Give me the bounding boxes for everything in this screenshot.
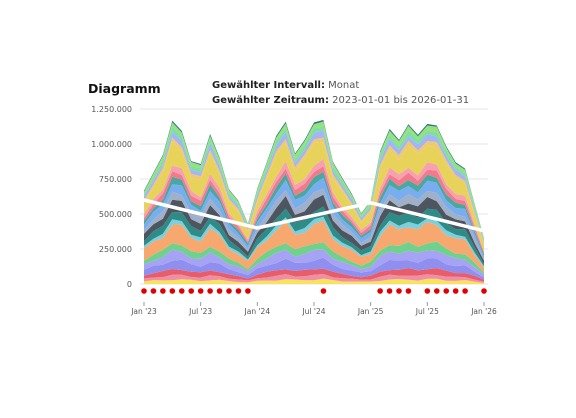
- marker-point: [386, 288, 393, 294]
- range-info: Gewählter Zeitraum: 2023-01-01 bis 2026-…: [212, 95, 469, 106]
- axis-layer: 0 250.000 500.000 750.000 1.000.000 1.250.000…: [91, 105, 497, 316]
- marker-point: [481, 288, 487, 294]
- x-tick-label: Jan '25: [357, 307, 384, 316]
- marker-point: [424, 288, 431, 294]
- area-series-10: [144, 194, 484, 264]
- marker-point: [188, 288, 195, 294]
- marker-point: [141, 288, 147, 294]
- area-series-9: [144, 206, 484, 267]
- area-layer: [144, 119, 484, 284]
- x-tick-label: Jul '23: [188, 307, 212, 316]
- y-tick-label: 250.000: [99, 245, 132, 254]
- area-series-3: [144, 268, 484, 282]
- y-tick-label: 0: [127, 280, 132, 289]
- trend-line: [142, 198, 486, 233]
- x-tick-label: Jan '23: [130, 307, 157, 316]
- area-series-6: [144, 241, 484, 275]
- x-tick-label: Jan '26: [470, 307, 497, 316]
- area-series-7: [144, 220, 484, 273]
- marker-point: [443, 288, 450, 294]
- trend-layer: [142, 198, 486, 233]
- marker-point: [216, 288, 223, 294]
- marker-point: [235, 288, 242, 294]
- y-tick-label: 1.000.000: [91, 140, 132, 149]
- marker-point: [377, 288, 383, 294]
- interval-value: Monat: [328, 80, 360, 91]
- marker-point: [405, 288, 412, 294]
- range-label: Gewählter Zeitraum:: [212, 95, 329, 106]
- area-series-1: [144, 278, 484, 284]
- y-tick-label: 750.000: [99, 175, 132, 184]
- x-tick-label: Jul '24: [301, 307, 325, 316]
- area-series-8: [144, 216, 484, 268]
- interval-info: Gewählter Intervall: Monat: [212, 80, 359, 91]
- area-series-16: [144, 141, 484, 252]
- area-series-18: [144, 130, 484, 244]
- marker-point: [207, 288, 213, 294]
- area-series-15: [144, 158, 484, 253]
- area-series-4: [144, 257, 484, 280]
- marker-point: [462, 288, 468, 294]
- x-tick-label: Jul '25: [415, 307, 439, 316]
- area-series-14: [144, 166, 484, 255]
- marker-point: [320, 288, 327, 294]
- marker-point: [452, 288, 459, 294]
- marker-point: [433, 288, 440, 294]
- y-tick-label: 500.000: [99, 210, 132, 219]
- x-tick-label: Jan '24: [244, 307, 271, 316]
- area-series-13: [144, 171, 484, 257]
- marker-point: [396, 288, 402, 294]
- area-series-12: [144, 177, 484, 259]
- marker-point: [160, 288, 166, 294]
- marker-layer: [141, 288, 487, 294]
- marker-point: [150, 288, 157, 294]
- interval-label: Gewählter Intervall:: [212, 80, 325, 91]
- marker-point: [226, 288, 232, 294]
- chart-title: Diagramm: [88, 81, 161, 96]
- y-tick-label: 1.250.000: [91, 105, 132, 114]
- marker-point: [197, 288, 204, 294]
- area-series-5: [144, 249, 484, 278]
- marker-point: [178, 288, 185, 294]
- area-series-11: [144, 188, 484, 261]
- marker-point: [169, 288, 176, 294]
- marker-point: [245, 288, 251, 294]
- area-series-2: [144, 274, 484, 283]
- range-value: 2023-01-01 bis 2026-01-31: [332, 95, 470, 106]
